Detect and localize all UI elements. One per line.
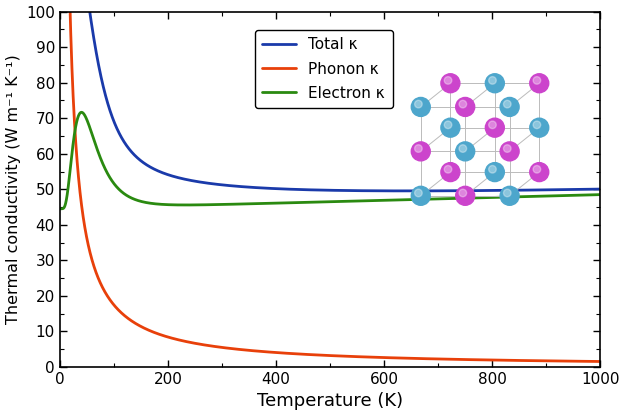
Phonon κ	[596, 359, 604, 364]
Y-axis label: Thermal conductivity (W m⁻¹ K⁻¹): Thermal conductivity (W m⁻¹ K⁻¹)	[6, 54, 21, 324]
Phonon κ	[263, 349, 271, 354]
Total κ	[263, 186, 271, 191]
Legend: Total κ, Phonon κ, Electron κ: Total κ, Phonon κ, Electron κ	[255, 30, 392, 109]
Phonon κ	[501, 358, 508, 363]
Line: Phonon κ: Phonon κ	[61, 0, 600, 362]
Electron κ	[381, 198, 388, 203]
Total κ	[406, 188, 413, 193]
Total κ	[501, 188, 508, 193]
Electron κ	[155, 202, 162, 207]
Total κ	[596, 187, 604, 192]
Phonon κ	[381, 355, 388, 360]
Electron κ	[263, 201, 271, 206]
Electron κ	[459, 196, 467, 201]
Total κ	[381, 188, 388, 193]
Total κ	[408, 188, 415, 193]
Phonon κ	[459, 357, 467, 362]
Electron κ	[78, 110, 85, 115]
Line: Total κ: Total κ	[61, 0, 600, 191]
Electron κ	[57, 206, 64, 211]
X-axis label: Temperature (K): Temperature (K)	[257, 392, 403, 411]
Electron κ	[596, 192, 604, 197]
Total κ	[154, 168, 162, 173]
Electron κ	[501, 195, 508, 200]
Electron κ	[408, 197, 415, 202]
Phonon κ	[408, 356, 415, 361]
Total κ	[459, 188, 467, 193]
Line: Electron κ: Electron κ	[61, 112, 600, 209]
Phonon κ	[154, 332, 162, 337]
